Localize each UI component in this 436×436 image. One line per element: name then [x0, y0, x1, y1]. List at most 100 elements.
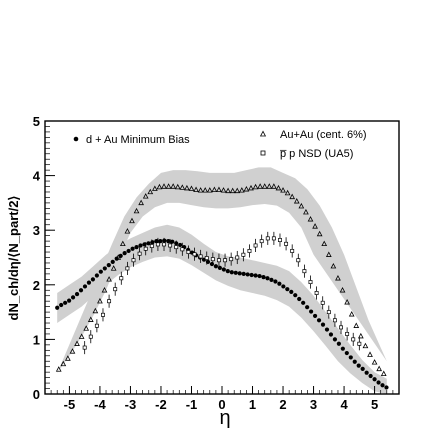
dau-point [78, 288, 84, 293]
dau-point [305, 305, 310, 310]
auau-point [69, 348, 76, 354]
auau-point [325, 251, 332, 257]
dau-point [269, 277, 274, 282]
auau-point [119, 240, 126, 247]
ua5-point [296, 253, 301, 267]
dau-point [233, 270, 238, 275]
dau-point [170, 239, 175, 244]
dau-point [146, 241, 151, 246]
dau-point [150, 240, 155, 245]
legend: d + Au Minimum Bias Au+Au (cent. 6%) p̅ p … [73, 129, 367, 160]
auau-point [211, 186, 218, 192]
dau-point [273, 279, 278, 284]
auau-point [289, 193, 296, 200]
x-tick-label: -5 [64, 397, 76, 412]
auau-point [97, 297, 103, 304]
y-tick-label: 3 [33, 223, 40, 238]
auau-point [147, 188, 154, 195]
auau-point [376, 365, 383, 372]
ua5-point [155, 237, 160, 251]
auau-point [193, 186, 199, 192]
ua5-point [314, 286, 319, 300]
dau-point [332, 337, 338, 342]
ua5-point [326, 305, 331, 319]
ua5-point [290, 244, 295, 258]
dau-point [352, 359, 357, 364]
auau-point [330, 262, 337, 269]
ua5-point [119, 271, 124, 285]
ua5-point [192, 247, 197, 261]
auau-point [206, 187, 213, 193]
dau-point [360, 366, 365, 371]
x-tick-label: 3 [310, 397, 317, 412]
auau-point [293, 197, 300, 204]
dau-point [328, 332, 334, 337]
legend-entry: p̅ p NSD (UA5) [260, 148, 353, 160]
auau-point [362, 342, 369, 349]
y-tick-label: 5 [33, 114, 40, 129]
legend-label: d + Au Minimum Bias [86, 134, 190, 146]
systematic-band-0 [57, 167, 387, 374]
dau-point [320, 322, 326, 327]
ua5-point [241, 248, 246, 262]
dau-point [213, 264, 218, 269]
ua5-point [131, 253, 136, 267]
dau-point [130, 246, 135, 251]
ua5-point [345, 327, 350, 341]
dau-point [209, 261, 215, 267]
x-tick-label: 2 [279, 397, 286, 412]
x-tick-label: 0 [218, 397, 225, 412]
ua5-point [229, 252, 234, 266]
dau-point [90, 277, 96, 282]
dau-point [59, 302, 64, 308]
dau-point [70, 295, 76, 300]
ua5-point [247, 244, 252, 258]
ua5-point [265, 231, 270, 245]
dau-point [154, 239, 159, 244]
dau-point [55, 305, 60, 310]
dau-point [372, 377, 377, 382]
dau-point [364, 370, 369, 375]
ua5-point [162, 237, 166, 251]
auau-point [60, 360, 67, 367]
auau-point [188, 185, 195, 191]
ua5-point [223, 253, 228, 267]
dau-point [301, 300, 306, 305]
dau-point [110, 259, 115, 264]
auau-point [152, 185, 158, 191]
auau-point [339, 286, 346, 293]
ua5-point [235, 250, 240, 265]
auau-point [106, 276, 112, 282]
legend-square-marker [260, 150, 266, 156]
dau-point [122, 251, 127, 256]
legend-triangle-marker [259, 130, 267, 137]
auau-point [316, 230, 323, 237]
ua5-point [320, 296, 325, 310]
auau-point [243, 185, 250, 192]
auau-point [307, 216, 314, 222]
dau-point [158, 239, 163, 244]
ua5-point [253, 238, 258, 253]
auau-point [229, 187, 236, 194]
auau-point [179, 184, 186, 190]
auau-point [371, 359, 378, 365]
auau-point [357, 332, 364, 339]
dau-point [241, 271, 246, 276]
dau-point [221, 267, 226, 272]
auau-point [234, 187, 241, 194]
dau-point [138, 243, 143, 248]
auau-point [138, 199, 144, 206]
auau-point [174, 183, 181, 190]
ua5-point [82, 341, 87, 355]
dau-point [229, 270, 234, 275]
dau-point [380, 383, 385, 388]
auau-point [115, 254, 122, 260]
dau-point [178, 242, 183, 248]
ua5-point [278, 233, 282, 247]
dau-point [102, 266, 107, 271]
ua5-point [198, 249, 203, 263]
legend-circle-marker [73, 136, 79, 142]
x-axis-label: η [219, 407, 230, 429]
auau-point [124, 228, 131, 234]
